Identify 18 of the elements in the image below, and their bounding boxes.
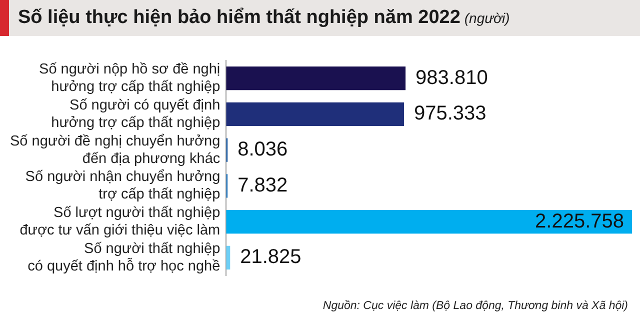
y-tick-label: Số người đề nghị chuyển hưởng đến địa phương khác	[10, 133, 220, 167]
y-tick-label: Số người nhận chuyển hưởng trợ cấp thất nghiệp	[25, 169, 220, 203]
text: Nguồn: Cục việc làm (Bộ Lao động, Thương binh và Xã hội)	[322, 300, 628, 312]
bar	[226, 102, 404, 126]
bar	[226, 66, 406, 90]
data-label: 7.832	[238, 174, 288, 196]
y-tick-label: Số lượt người thất nghiệp được tư vấn giới thiệu việc làm	[20, 205, 220, 238]
chart-title: Số liệu thực hiện bảo hiểm thất nghiệp năm 2022	[18, 7, 460, 28]
bar	[226, 210, 632, 234]
data-label: 2.225.758	[535, 210, 624, 232]
data-label: 8.036	[238, 138, 288, 161]
data-label: 983.810	[416, 66, 488, 89]
y-tick-label: Số người thất nghiệp có quyết định hỗ trợ học nghề	[28, 240, 220, 274]
y-tick-label: Số người có quyết định hưởng trợ cấp thất nghiệp	[51, 98, 220, 131]
chart-subtitle: (người)	[464, 10, 510, 26]
data-label: 975.333	[414, 102, 486, 125]
y-tick-label: Số người nộp hồ sơ đề nghị hưởng trợ cấp thất nghiệp	[39, 62, 220, 96]
data-label: 21.825	[240, 246, 302, 268]
